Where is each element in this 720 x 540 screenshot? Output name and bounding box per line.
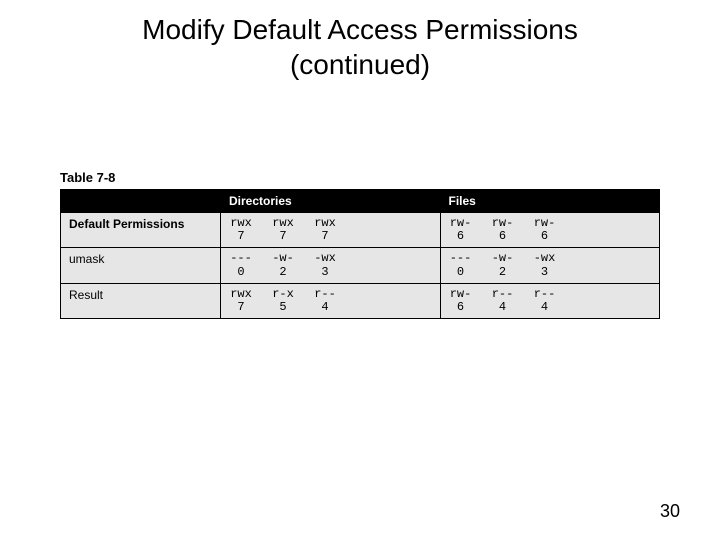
table-header-row: Directories Files [61,190,660,213]
perm-num: 5 [271,301,295,314]
row-label-result: Result [61,283,221,318]
page-number: 30 [660,501,680,522]
perm-sym: --- [449,252,473,265]
cell-result-dir: rwx7 r-x5 r--4 [221,283,441,318]
table-row: Default Permissions rwx7 rwx7 rwx7 rw-6 … [61,213,660,248]
perm-num: 7 [229,301,253,314]
perm-num: 2 [491,266,515,279]
cell-default-dir: rwx7 rwx7 rwx7 [221,213,441,248]
perm-num: 7 [229,230,253,243]
table-row: umask ---0 -w-2 -wx3 ---0 -w-2 -wx3 [61,248,660,283]
cell-result-file: rw-6 r--4 r--4 [440,283,660,318]
title-line-2: (continued) [290,49,430,80]
perm-sym: -w- [491,252,515,265]
perm-num: 7 [271,230,295,243]
perm-num: 7 [313,230,337,243]
perm-num: 2 [271,266,295,279]
perm-sym: r-x [271,288,295,301]
triple: rwx7 rwx7 rwx7 [229,217,432,243]
col-header-directories: Directories [221,190,441,213]
perm-num: 6 [533,230,557,243]
cell-umask-file: ---0 -w-2 -wx3 [440,248,660,283]
perm-num: 6 [449,230,473,243]
perm-sym: -wx [313,252,337,265]
perm-num: 0 [229,266,253,279]
perm-num: 4 [313,301,337,314]
perm-sym: -w- [271,252,295,265]
perm-sym: r-- [491,288,515,301]
perm-sym: rwx [229,288,253,301]
perm-num: 3 [313,266,337,279]
triple: rwx7 r-x5 r--4 [229,288,432,314]
permissions-table-wrap: Table 7-8 Directories Files Default Perm… [60,170,660,319]
perm-num: 6 [491,230,515,243]
cell-umask-dir: ---0 -w-2 -wx3 [221,248,441,283]
row-label-default: Default Permissions [61,213,221,248]
perm-sym: rw- [449,288,473,301]
perm-sym: --- [229,252,253,265]
perm-sym: r-- [313,288,337,301]
perm-num: 4 [533,301,557,314]
perm-num: 3 [533,266,557,279]
triple: ---0 -w-2 -wx3 [449,252,652,278]
slide-title: Modify Default Access Permissions (conti… [0,12,720,82]
triple: ---0 -w-2 -wx3 [229,252,432,278]
col-header-blank [61,190,221,213]
table-caption: Table 7-8 [60,170,660,185]
title-line-1: Modify Default Access Permissions [142,14,578,45]
cell-default-file: rw-6 rw-6 rw-6 [440,213,660,248]
triple: rw-6 rw-6 rw-6 [449,217,652,243]
perm-num: 4 [491,301,515,314]
col-header-files: Files [440,190,660,213]
permissions-table: Directories Files Default Permissions rw… [60,189,660,319]
perm-num: 6 [449,301,473,314]
perm-sym: r-- [533,288,557,301]
slide: Modify Default Access Permissions (conti… [0,0,720,540]
table-row: Result rwx7 r-x5 r--4 rw-6 r--4 r--4 [61,283,660,318]
row-label-umask: umask [61,248,221,283]
perm-num: 0 [449,266,473,279]
triple: rw-6 r--4 r--4 [449,288,652,314]
perm-sym: -wx [533,252,557,265]
